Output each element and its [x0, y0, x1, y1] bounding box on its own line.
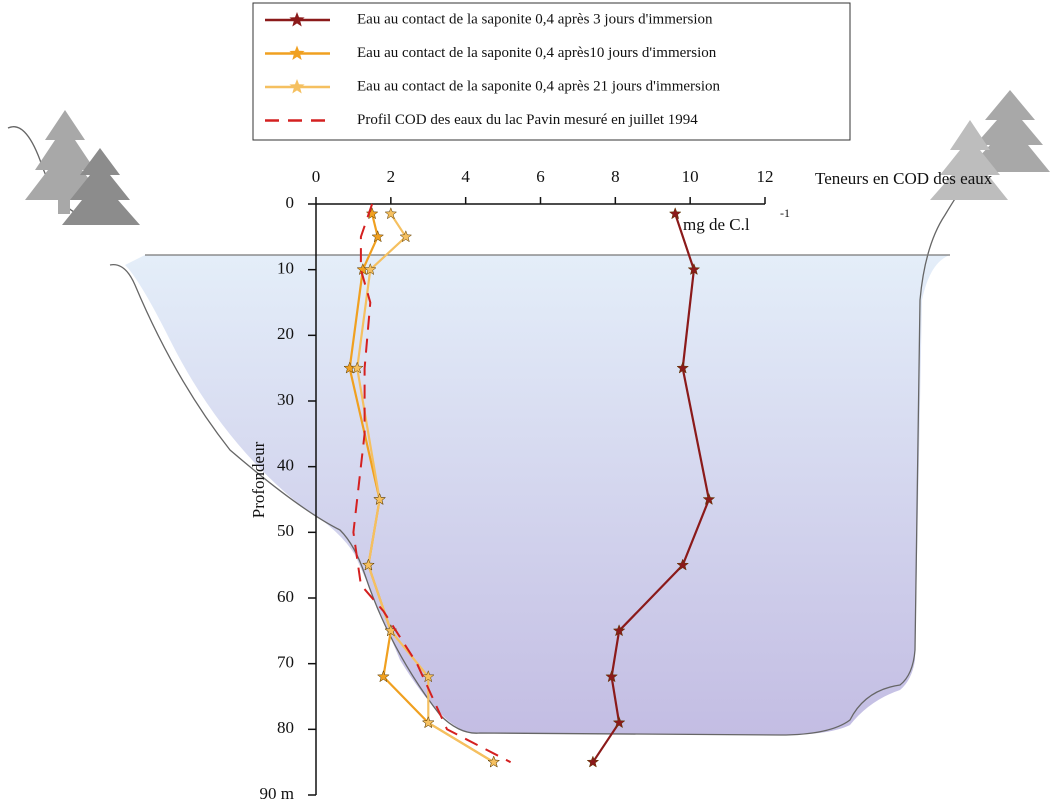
- data-point: [363, 262, 377, 276]
- series-line: [352, 203, 512, 764]
- y-axis-title: Profondeur: [249, 441, 268, 518]
- legend-marker: [289, 12, 305, 27]
- legend-label: Eau au contact de la saponite 0,4 après …: [357, 11, 713, 27]
- legend-marker: [289, 79, 305, 94]
- data-point: [676, 361, 690, 374]
- legend-label: Eau au contact de la saponite 0,4 après1…: [357, 45, 717, 61]
- y-tick-label: 70: [277, 653, 294, 672]
- legend-label: Profil COD des eaux du lac Pavin mesuré …: [357, 112, 698, 128]
- data-point: [421, 670, 435, 683]
- data-point: [702, 492, 716, 505]
- data-point: [371, 230, 385, 243]
- legend-box: [252, 2, 851, 141]
- data-point: [376, 670, 390, 683]
- x-tick-label: 4: [461, 167, 470, 186]
- data-point: [399, 230, 413, 243]
- data-point: [668, 207, 682, 220]
- x-tick-label: 0: [312, 167, 321, 186]
- legend-marker: [289, 45, 305, 60]
- data-point: [605, 670, 618, 683]
- y-tick-label: 10: [277, 259, 294, 278]
- data-point: [586, 755, 600, 768]
- data-point: [384, 207, 398, 220]
- data-point: [365, 207, 379, 220]
- y-tick-label: 0: [286, 193, 295, 212]
- data-point: [676, 558, 690, 571]
- y-tick-label: 60: [277, 587, 294, 606]
- lake: [125, 255, 950, 735]
- data-point: [612, 624, 626, 637]
- data-point: [487, 755, 501, 768]
- x-unit-exponent: -1: [780, 206, 790, 220]
- data-point: [612, 716, 626, 729]
- y-tick-label: 90 m: [260, 784, 294, 803]
- data-point: [687, 263, 701, 276]
- x-tick-label: 12: [757, 167, 774, 186]
- x-tick-label: 6: [536, 167, 545, 186]
- trees: [25, 90, 1050, 225]
- data-point: [373, 492, 386, 505]
- y-tick-label: 20: [277, 324, 294, 343]
- x-unit: mg de C.l: [683, 215, 750, 234]
- data-point: [362, 558, 375, 571]
- x-tick-label: 10: [682, 167, 699, 186]
- series-line: [356, 213, 495, 764]
- x-tick-label: 8: [611, 167, 620, 186]
- x-axis-title: Teneurs en COD des eaux: [815, 169, 993, 188]
- x-tick-label: 2: [387, 167, 396, 186]
- data-point: [350, 361, 364, 374]
- y-tick-label: 80: [277, 718, 294, 737]
- y-tick-label: 50: [277, 521, 294, 540]
- data-point: [421, 716, 435, 729]
- legend-label: Eau au contact de la saponite 0,4 après …: [357, 78, 721, 94]
- y-tick-label: 30: [277, 390, 294, 409]
- y-tick-label: 40: [277, 456, 294, 475]
